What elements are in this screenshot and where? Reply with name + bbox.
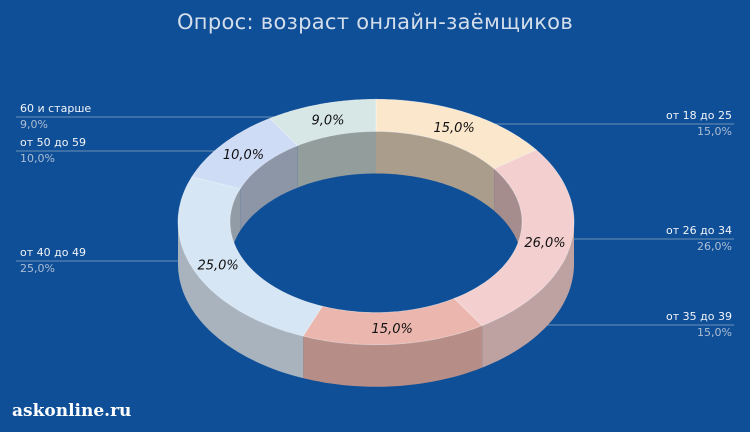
slice-label-3: 25,0% — [197, 258, 238, 273]
category-percent-0: 15,0% — [697, 125, 732, 138]
slice-5 — [269, 98, 377, 146]
category-percent-2: 15,0% — [697, 326, 732, 339]
donut-walls — [178, 131, 574, 387]
inner-wall-1 — [494, 168, 522, 264]
slice-label-2: 15,0% — [372, 322, 413, 337]
donut-slices — [177, 98, 575, 346]
category-label-5: 60 и старше — [20, 102, 92, 115]
chart-title: Опрос: возраст онлайн-заёмщиков — [176, 10, 574, 34]
inner-wall-0 — [376, 131, 495, 211]
category-label-0: от 18 до 25 — [666, 109, 732, 122]
category-percent-3: 25,0% — [20, 262, 55, 275]
category-label-3: от 40 до 49 — [20, 246, 86, 259]
category-percent-1: 26,0% — [697, 240, 732, 253]
slice-labels: 15,0% 26,0% 15,0% 25,0% 10,0% 9,0% — [197, 114, 565, 338]
inner-wall-5 — [297, 131, 376, 188]
category-label-1: от 26 до 34 — [666, 224, 732, 237]
slice-label-4: 10,0% — [223, 148, 264, 163]
watermark: askonline.ru — [12, 401, 132, 421]
category-percent-4: 10,0% — [20, 152, 55, 165]
outer-wall-1 — [482, 222, 574, 368]
category-label-2: от 35 до 39 — [666, 310, 732, 323]
category-label-4: от 50 до 59 — [20, 136, 86, 149]
category-percent-5: 9,0% — [20, 118, 48, 131]
slice-label-0: 15,0% — [433, 121, 474, 136]
outer-wall-2 — [303, 325, 483, 387]
inner-wall-4 — [240, 145, 298, 231]
outer-wall-3 — [178, 222, 304, 379]
slice-label-5: 9,0% — [311, 114, 344, 129]
slice-label-1: 26,0% — [524, 236, 565, 251]
